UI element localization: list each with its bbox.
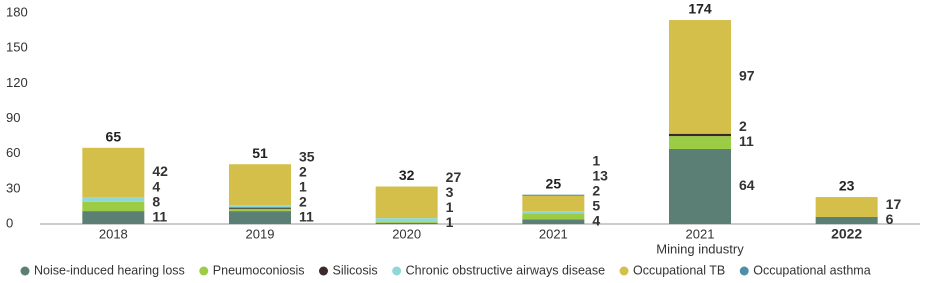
total-label: 51 — [252, 145, 268, 161]
value-label: 2 — [299, 193, 307, 209]
bar-segment — [82, 147, 145, 198]
legend-label: Occupational asthma — [753, 263, 870, 277]
value-label: 13 — [592, 167, 608, 183]
x-tick-label: 2022 — [831, 226, 862, 242]
bar-segment — [229, 205, 291, 208]
bar-segment — [669, 20, 731, 134]
value-label: 1 — [446, 214, 454, 230]
total-label: 65 — [106, 129, 122, 145]
bar-segment — [82, 197, 145, 202]
value-label: 1 — [592, 152, 600, 168]
value-label: 4 — [592, 212, 600, 228]
bar-segment — [229, 207, 291, 209]
y-tick-label: 180 — [6, 4, 28, 19]
x-tick-label: 2018 — [99, 226, 128, 241]
value-label: 2 — [299, 163, 307, 179]
value-label: 97 — [739, 68, 755, 84]
y-tick-label: 90 — [6, 110, 20, 125]
value-label: 64 — [739, 177, 755, 193]
value-label: 11 — [152, 208, 167, 224]
bar-segment — [669, 136, 731, 149]
value-label: 35 — [299, 148, 315, 164]
bar-segment — [815, 216, 878, 224]
x-tick-label: 2021 — [539, 226, 568, 241]
value-label: 11 — [299, 208, 314, 224]
legend-label: Chronic obstructive airways disease — [406, 263, 605, 277]
bar-segment — [669, 133, 731, 137]
y-tick-label: 0 — [6, 215, 13, 230]
value-label: 17 — [886, 196, 902, 212]
y-tick-label: 30 — [6, 180, 20, 195]
x-tick-label: 2021 — [686, 226, 715, 241]
y-tick-label: 150 — [6, 40, 28, 55]
bar-segment — [375, 221, 438, 223]
legend-marker — [199, 266, 209, 276]
legend-marker — [20, 266, 30, 276]
bar-segment — [375, 186, 438, 219]
bar-segment — [669, 148, 731, 224]
value-label: 11 — [739, 133, 754, 149]
total-label: 32 — [399, 167, 415, 183]
value-label: 1 — [446, 199, 454, 215]
bar-segment — [229, 164, 291, 206]
value-label: 2 — [592, 182, 600, 198]
bar-segment — [229, 208, 291, 212]
legend-marker — [619, 266, 629, 276]
value-label: 27 — [446, 169, 462, 185]
total-label: 25 — [546, 175, 562, 191]
total-label: 23 — [839, 178, 855, 194]
legend-label: Silicosis — [333, 263, 378, 277]
legend-label: Occupational TB — [633, 263, 725, 277]
value-label: 6 — [886, 211, 894, 227]
legend-marker — [319, 266, 328, 276]
bar-segment — [815, 197, 878, 217]
value-label: 8 — [152, 193, 160, 209]
value-label: 3 — [446, 184, 454, 200]
bar-segment — [522, 211, 585, 214]
y-tick-label: 60 — [6, 145, 20, 160]
bar-segment — [375, 218, 438, 222]
value-label: 5 — [592, 197, 600, 213]
legend-label: Pneumoconiosis — [213, 263, 305, 277]
value-label: 2 — [739, 118, 747, 134]
bar-segment — [82, 201, 145, 212]
legend-marker — [739, 266, 749, 276]
bar-segment — [375, 222, 438, 224]
legend-label: Noise-induced hearing loss — [34, 263, 185, 277]
bar-segment — [522, 213, 585, 220]
value-label: 4 — [152, 178, 160, 194]
value-label: 42 — [152, 163, 168, 179]
bar-segment — [522, 194, 585, 196]
y-tick-label: 120 — [6, 75, 28, 90]
x-tick-label: 2019 — [246, 226, 275, 241]
total-label: 174 — [688, 1, 712, 17]
x-tick-label: 2020 — [392, 226, 421, 241]
bar-segment — [82, 211, 145, 224]
bar-segment — [522, 195, 585, 212]
x-tick-note: Mining industry — [656, 241, 744, 256]
bar-segment — [229, 211, 291, 224]
legend-marker — [392, 266, 402, 276]
value-label: 1 — [299, 178, 307, 194]
bar-segment — [522, 219, 585, 224]
